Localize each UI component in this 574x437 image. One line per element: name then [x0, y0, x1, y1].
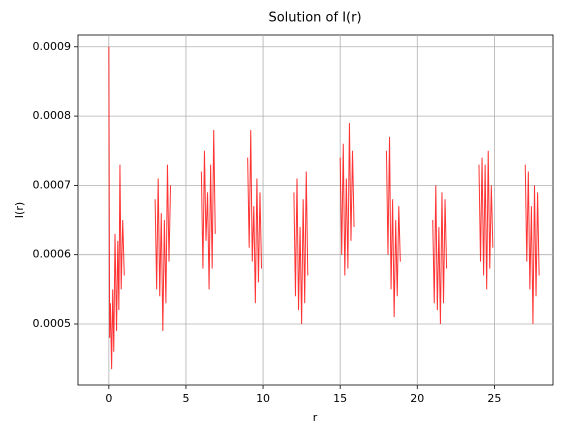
y-tick-label: 0.0006: [33, 248, 72, 261]
x-tick-label: 15: [333, 392, 347, 405]
x-axis-label: r: [313, 411, 318, 424]
x-tick-label: 20: [410, 392, 424, 405]
y-tick-label: 0.0007: [33, 178, 72, 191]
y-axis-label: I(r): [13, 202, 26, 218]
line-series: [108, 46, 540, 370]
y-tick-label: 0.0009: [33, 40, 72, 53]
y-tick-label: 0.0008: [33, 109, 72, 122]
y-tick-label: 0.0005: [33, 317, 72, 330]
chart-title: Solution of I(r): [268, 11, 361, 26]
x-tick-label: 10: [256, 392, 270, 405]
x-tick-label: 25: [487, 392, 501, 405]
plot-frame: [77, 34, 554, 386]
x-tick-label: 0: [105, 392, 112, 405]
x-tick-label: 5: [182, 392, 189, 405]
